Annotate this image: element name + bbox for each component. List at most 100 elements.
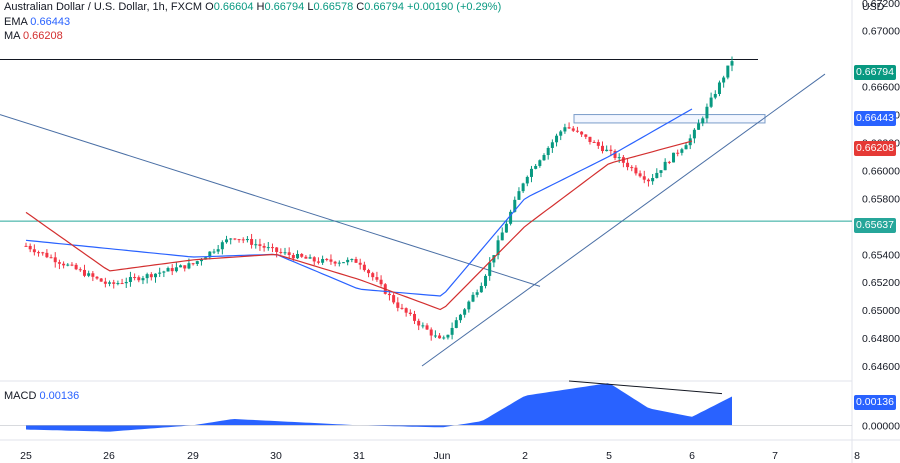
bearish-candle xyxy=(400,307,404,309)
bearish-candle xyxy=(354,259,358,263)
bearish-candle xyxy=(387,293,391,296)
bullish-candle xyxy=(509,211,513,224)
bullish-candle xyxy=(717,82,721,94)
bullish-candle xyxy=(463,309,467,315)
bearish-candle xyxy=(287,252,291,256)
time-tick-label: 30 xyxy=(270,450,282,462)
bearish-candle xyxy=(592,142,596,144)
bullish-candle xyxy=(195,261,199,265)
price-tick-label: 0.64600 xyxy=(862,361,900,373)
bearish-candle xyxy=(78,269,82,271)
bullish-candle xyxy=(179,265,183,268)
bearish-candle xyxy=(325,258,329,260)
price-tick-label: 0.67000 xyxy=(862,26,900,38)
bearish-candle xyxy=(304,256,308,259)
bullish-candle xyxy=(726,65,730,78)
bearish-candle xyxy=(634,167,638,174)
time-tick-label: 6 xyxy=(689,450,695,462)
bearish-candle xyxy=(316,261,320,263)
ascending-trendline xyxy=(421,73,826,367)
ema-legend: EMA 0.66443 xyxy=(4,16,71,28)
bearish-candle xyxy=(408,312,412,314)
bullish-candle xyxy=(542,155,546,161)
bullish-candle xyxy=(174,267,178,272)
time-tick-label: 25 xyxy=(20,450,32,462)
bullish-candle xyxy=(692,129,696,139)
bullish-candle xyxy=(108,282,112,284)
bullish-candle xyxy=(442,337,446,339)
bearish-candle xyxy=(379,279,383,285)
bearish-candle xyxy=(53,257,57,263)
symbol-legend: Australian Dollar / U.S. Dollar, 1h, FXC… xyxy=(4,1,502,13)
bullish-candle xyxy=(450,327,454,335)
bearish-candle xyxy=(241,239,245,241)
bearish-candle xyxy=(571,128,575,131)
bullish-candle xyxy=(559,131,563,136)
time-tick-label: 7 xyxy=(772,450,778,462)
bullish-candle xyxy=(713,93,717,98)
bullish-candle xyxy=(141,278,145,281)
macd-divergence-line xyxy=(568,380,723,395)
bullish-candle xyxy=(684,145,688,150)
bullish-candle xyxy=(346,259,350,263)
bearish-candle xyxy=(676,152,680,154)
bullish-candle xyxy=(199,259,203,262)
bullish-candle xyxy=(659,170,663,173)
bearish-candle xyxy=(300,253,304,257)
macd-tick-label: 0.00000 xyxy=(862,420,900,432)
bearish-candle xyxy=(438,335,442,339)
bearish-candle xyxy=(425,325,429,330)
price-tick-label: 0.66600 xyxy=(862,82,900,94)
bullish-candle xyxy=(154,273,158,278)
time-tick-label: 31 xyxy=(353,450,365,462)
bullish-candle xyxy=(525,176,529,184)
bullish-candle xyxy=(458,314,462,321)
bearish-candle xyxy=(396,302,400,308)
bullish-candle xyxy=(701,118,705,124)
bearish-candle xyxy=(41,252,45,254)
bearish-candle xyxy=(24,245,28,247)
bullish-candle xyxy=(225,239,229,243)
bullish-candle xyxy=(730,61,734,66)
bearish-candle xyxy=(291,255,295,259)
descending-trendline xyxy=(0,114,541,287)
bullish-candle xyxy=(454,320,458,328)
bearish-candle xyxy=(596,142,600,146)
bullish-candle xyxy=(705,106,709,119)
bearish-candle xyxy=(333,261,337,264)
bullish-candle xyxy=(254,244,258,246)
bearish-candle xyxy=(133,277,137,279)
bullish-candle xyxy=(709,97,713,107)
bearish-candle xyxy=(667,161,671,163)
bearish-candle xyxy=(37,252,41,254)
bullish-candle xyxy=(504,223,508,233)
bearish-candle xyxy=(371,273,375,278)
bullish-candle xyxy=(66,264,70,266)
bearish-candle xyxy=(312,257,316,262)
macd-area xyxy=(26,383,732,432)
close-value: 0.66794 xyxy=(364,1,404,13)
price-tick-label: 0.64800 xyxy=(862,333,900,345)
bullish-candle xyxy=(471,294,475,302)
bullish-candle xyxy=(651,178,655,182)
bullish-candle xyxy=(266,247,270,249)
bearish-candle xyxy=(49,257,53,259)
bearish-candle xyxy=(183,265,187,269)
resistance-box xyxy=(573,114,766,124)
bullish-candle xyxy=(162,271,166,273)
ema-value: 0.66443 xyxy=(30,16,71,28)
macd-value: 0.00136 xyxy=(39,390,80,402)
price-tick-label: 0.65000 xyxy=(862,305,900,317)
currency-label: USD xyxy=(862,1,885,13)
bullish-candle xyxy=(145,274,149,279)
bearish-candle xyxy=(358,262,362,265)
macd-value-tag: 0.00136 xyxy=(854,395,896,410)
bullish-candle xyxy=(166,268,170,272)
bullish-candle xyxy=(655,172,659,179)
price-tick-label: 0.67200 xyxy=(862,0,900,10)
bearish-candle xyxy=(329,259,333,262)
bearish-candle xyxy=(57,262,61,264)
bullish-candle xyxy=(321,258,325,263)
bearish-candle xyxy=(95,276,99,279)
